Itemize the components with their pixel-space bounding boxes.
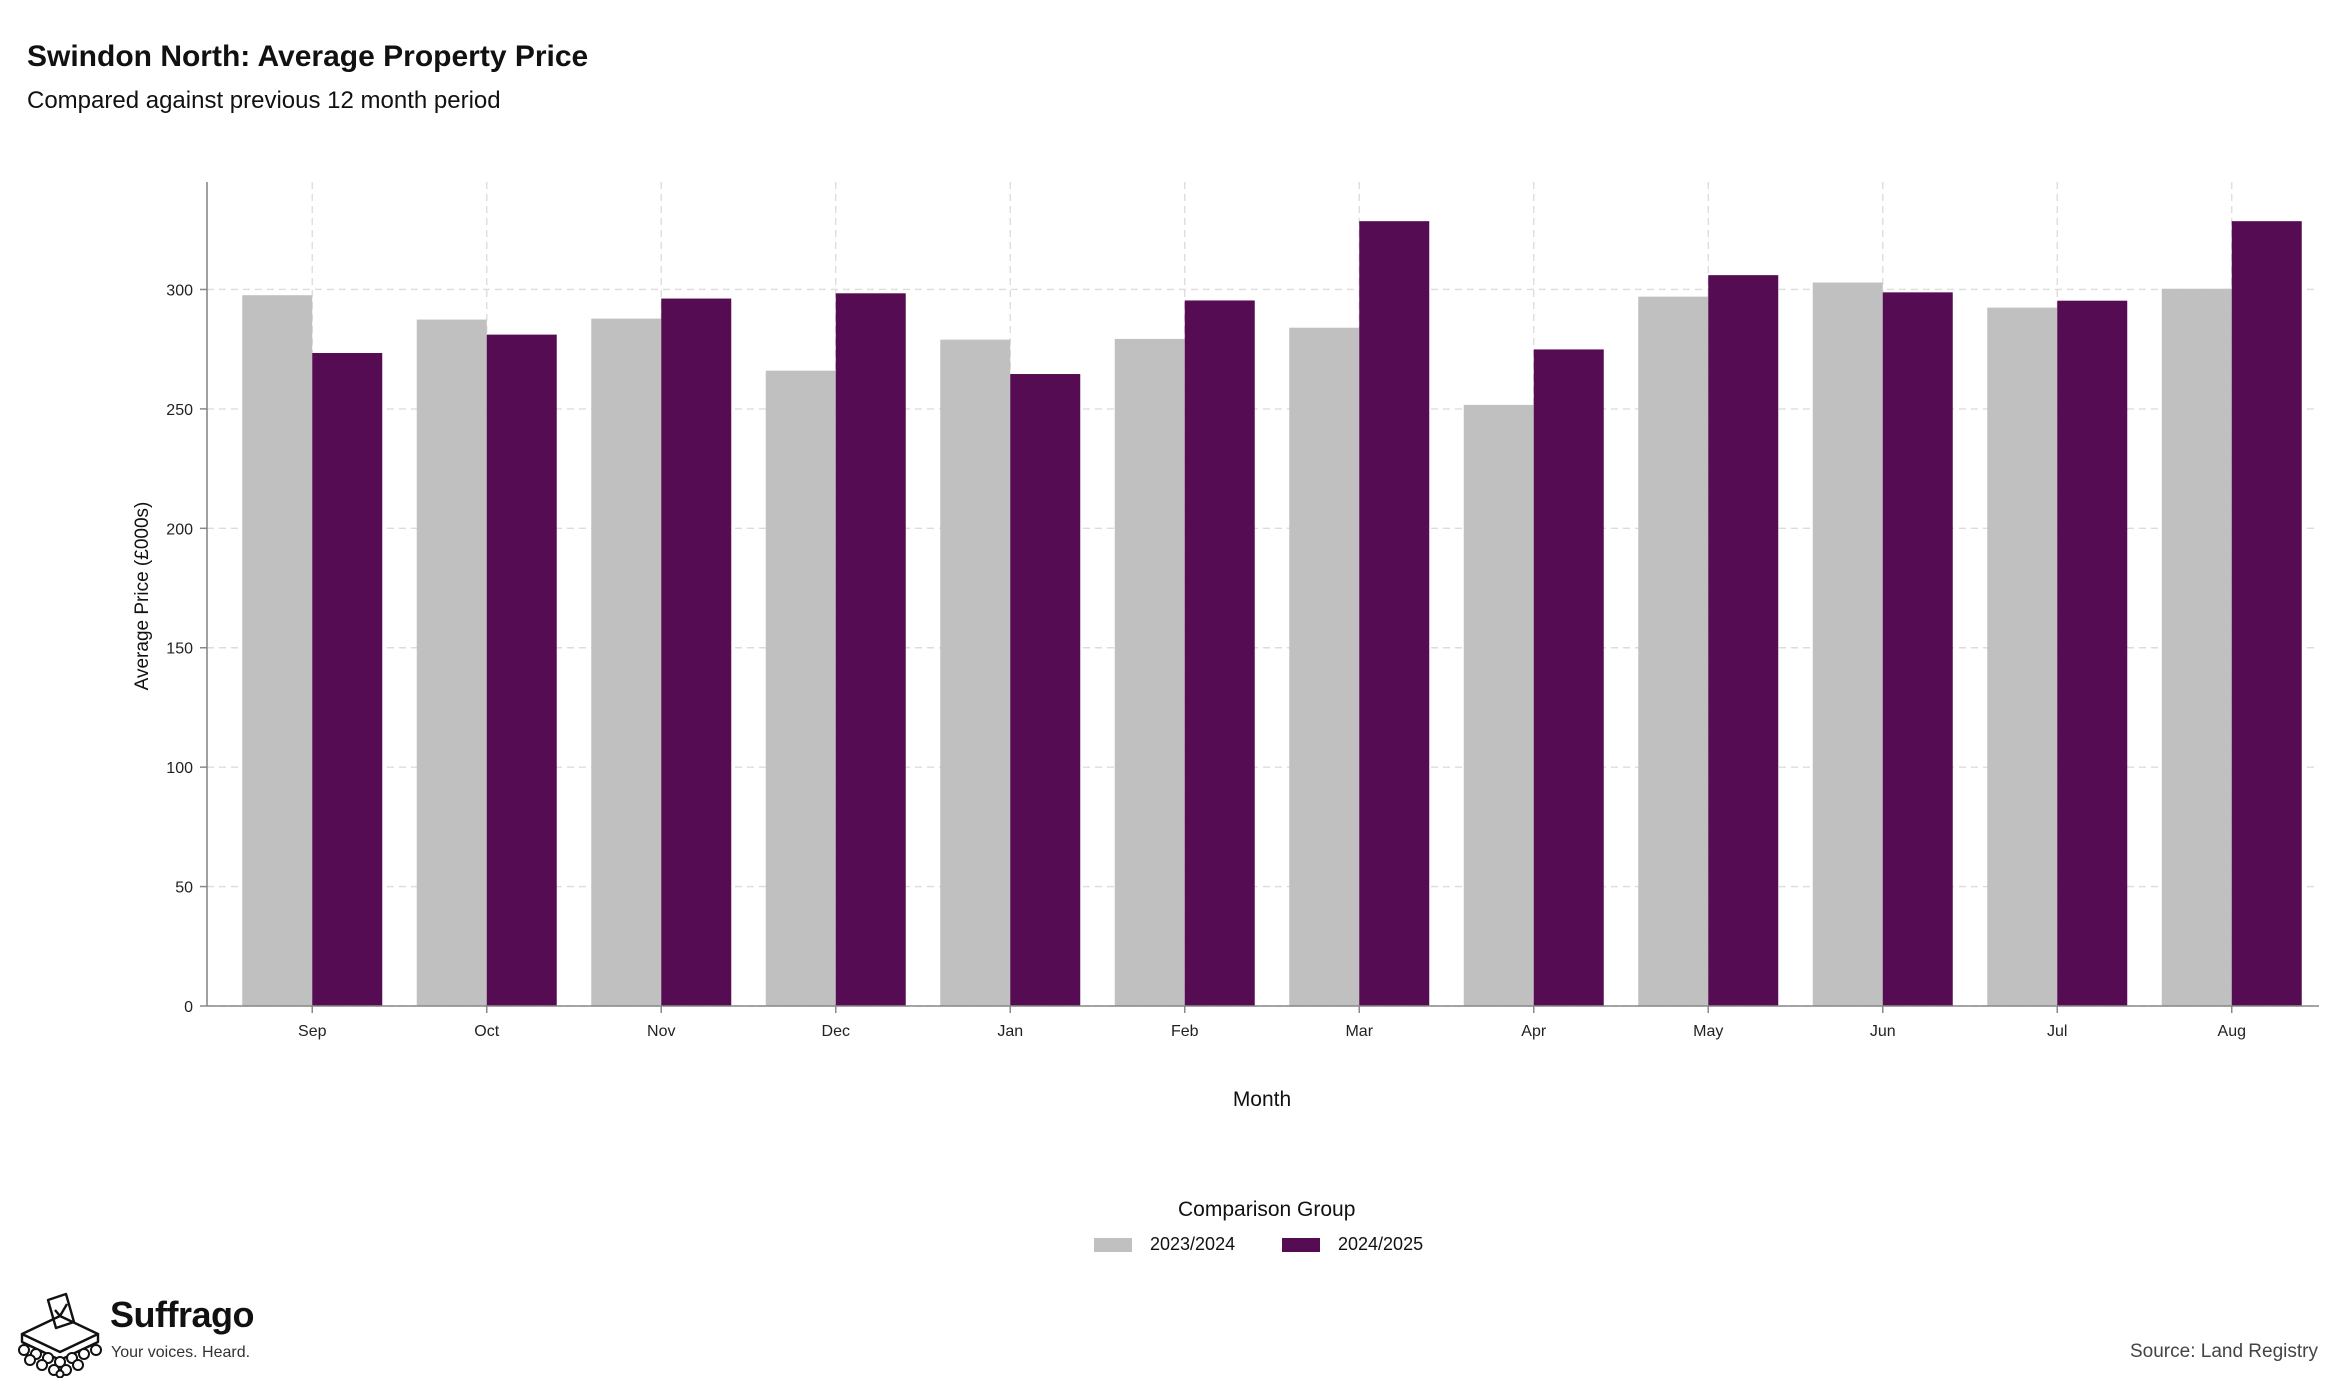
bar-2024-2025-aug (2231, 221, 2302, 1006)
axes: 0 50 100 150 200 250 300 Sep Oct Nov Dec Jan Feb Mar A… (166, 182, 2319, 1040)
ballot-box-icon (18, 1292, 102, 1379)
y-tick-label: 0 (184, 999, 193, 1016)
y-tick-label: 300 (166, 282, 193, 299)
bar-chart: 0 50 100 150 200 250 300 Sep Oct Nov Dec Jan Feb Mar A… (132, 182, 2319, 1111)
source-note: Source: Land Registry (2130, 1341, 2318, 1362)
brand-name: Suffrago (110, 1294, 255, 1335)
bar-2024-2025-mar (1359, 221, 1430, 1006)
bar-2024-2025-jul (2057, 300, 2128, 1007)
bar-2023-2024-may (1638, 296, 1709, 1007)
y-tick-label: 200 (166, 521, 193, 538)
bar-2023-2024-sep (242, 295, 313, 1006)
legend-label: 2023/2024 (1150, 1234, 1236, 1254)
legend-item-2023-2024: 2023/2024 (1094, 1234, 1235, 1255)
y-axis-label: Average Price (£000s) (132, 502, 153, 691)
x-axis-label: Month (1233, 1088, 1291, 1111)
x-tick-label: Dec (822, 1023, 850, 1040)
legend-title: Comparison Group (1178, 1198, 1356, 1221)
bar-2024-2025-jan (1010, 374, 1081, 1006)
bar-2023-2024-apr (1463, 404, 1534, 1006)
x-tick-label: Oct (474, 1023, 499, 1040)
x-tick-label: Aug (2218, 1023, 2246, 1040)
bar-2024-2025-oct (486, 334, 557, 1006)
x-tick-label: Sep (298, 1023, 327, 1040)
brand-tagline: Your voices. Heard. (111, 1344, 251, 1361)
legend-swatch (1282, 1237, 1320, 1252)
legend-swatch (1094, 1237, 1132, 1252)
chart-title: Swindon North: Average Property Price (27, 40, 589, 73)
bar-2023-2024-nov (591, 318, 662, 1006)
bar-2023-2024-oct (416, 319, 487, 1007)
x-tick-label: Jan (997, 1023, 1023, 1040)
y-tick-label: 50 (175, 880, 193, 897)
x-tick-label: Apr (1521, 1023, 1547, 1040)
legend-label: 2024/2025 (1338, 1234, 1424, 1254)
bar-2024-2025-jun (1882, 292, 1953, 1006)
bar-2023-2024-jun (1812, 282, 1883, 1006)
x-tick-label: Feb (1171, 1023, 1199, 1040)
x-tick-label: Nov (647, 1023, 675, 1040)
legend-item-2024-2025: 2024/2025 (1282, 1234, 1423, 1255)
bar-2024-2025-sep (312, 353, 383, 1006)
bar-2024-2025-dec (835, 293, 906, 1007)
y-tick-label: 150 (166, 641, 193, 658)
bar-2023-2024-dec (765, 370, 836, 1006)
x-tick-label: May (1693, 1023, 1723, 1040)
bar-2023-2024-jul (1987, 307, 2058, 1007)
x-tick-label: Jun (1870, 1023, 1896, 1040)
bar-2024-2025-apr (1533, 349, 1604, 1006)
chart-subtitle: Compared against previous 12 month perio… (27, 87, 501, 114)
x-tick-label: Mar (1345, 1023, 1373, 1040)
bar-2023-2024-feb (1114, 338, 1185, 1006)
bars (242, 221, 2302, 1007)
bar-2023-2024-jan (940, 339, 1011, 1007)
brand-logo: Suffrago Your voices. Heard. (14, 1290, 274, 1380)
x-tick-label: Jul (2047, 1023, 2067, 1040)
bar-2024-2025-nov (661, 298, 732, 1006)
bar-2023-2024-mar (1289, 327, 1360, 1006)
y-tick-label: 250 (166, 402, 193, 419)
bar-2023-2024-aug (2161, 288, 2232, 1007)
y-tick-label: 100 (166, 760, 193, 777)
bar-2024-2025-may (1708, 275, 1779, 1006)
bar-2024-2025-feb (1184, 300, 1255, 1006)
